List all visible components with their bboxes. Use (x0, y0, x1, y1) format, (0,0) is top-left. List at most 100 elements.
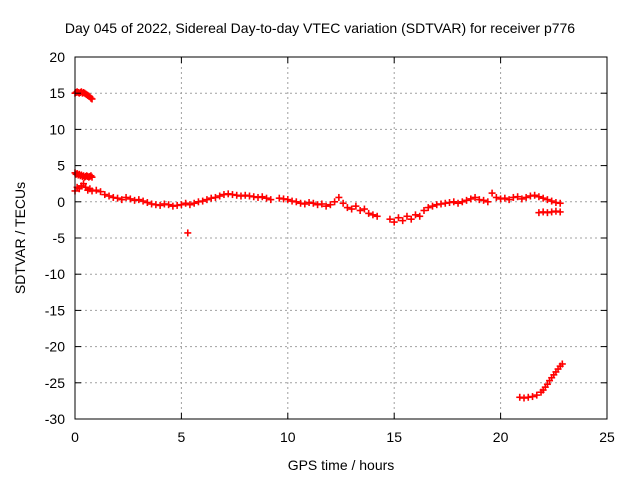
data-point (118, 196, 126, 204)
y-tick-label: -15 (45, 302, 65, 318)
data-point (143, 199, 151, 207)
data-point (471, 193, 479, 201)
x-tick-label: 20 (493, 429, 509, 445)
x-tick-label: 15 (386, 429, 402, 445)
data-point (535, 193, 543, 201)
data-point (139, 197, 147, 205)
data-point (403, 212, 411, 220)
data-point (352, 202, 360, 210)
x-tick-label: 0 (71, 429, 79, 445)
data-point (543, 196, 551, 204)
data-point (301, 200, 309, 208)
data-point (416, 212, 424, 220)
data-point (463, 196, 471, 204)
data-point (165, 201, 173, 209)
y-tick-label: 10 (49, 121, 65, 137)
y-tick-label: -20 (45, 339, 65, 355)
data-point (480, 196, 488, 204)
data-point (514, 193, 522, 201)
data-point (101, 191, 109, 199)
data-point (105, 192, 113, 200)
data-point (373, 212, 381, 220)
data-point (450, 198, 458, 206)
x-tick-label: 25 (599, 429, 615, 445)
data-point (556, 199, 564, 207)
data-point (543, 380, 551, 388)
x-tick-label: 10 (280, 429, 296, 445)
data-point (420, 206, 428, 214)
data-point (539, 194, 547, 202)
data-point (533, 391, 541, 399)
data-point (339, 199, 347, 207)
data-point (529, 393, 537, 401)
data-point (292, 198, 300, 206)
data-point (184, 229, 192, 237)
y-tick-label: -30 (45, 411, 65, 427)
data-point (203, 196, 211, 204)
grid (75, 57, 607, 419)
data-point (88, 95, 96, 103)
data-point (309, 199, 317, 207)
data-point (122, 193, 130, 201)
data-point (322, 202, 330, 210)
data-point (186, 201, 194, 209)
y-tick-label: 5 (57, 158, 65, 174)
data-point (199, 197, 207, 205)
data-point (394, 214, 402, 222)
y-tick-label: 15 (49, 85, 65, 101)
y-tick-label: -25 (45, 375, 65, 391)
y-tick-label: -5 (53, 230, 66, 246)
y-tick-label: 20 (49, 49, 65, 65)
data-point (522, 193, 530, 201)
data-point (126, 195, 134, 203)
data-point (356, 206, 364, 214)
data-point (331, 198, 339, 206)
data-point (424, 204, 432, 212)
data-point (263, 194, 271, 202)
data-point (369, 211, 377, 219)
data-point (335, 193, 343, 201)
data-point (458, 198, 466, 206)
chart-title: Day 045 of 2022, Sidereal Day-to-day VTE… (64, 20, 576, 36)
y-tick-label: -10 (45, 266, 65, 282)
data-point (190, 199, 198, 207)
data-point (484, 198, 492, 206)
data-point (429, 202, 437, 210)
data-point (284, 196, 292, 204)
data-points (71, 88, 566, 402)
data-point (407, 215, 415, 223)
data-point (135, 196, 143, 204)
data-point (87, 172, 95, 180)
data-point (88, 173, 96, 181)
y-tick-label: 0 (57, 194, 65, 210)
data-point (501, 194, 509, 202)
data-point (556, 208, 564, 216)
data-point (97, 188, 105, 196)
data-point (505, 196, 513, 204)
data-point (411, 211, 419, 219)
data-point (492, 193, 500, 201)
data-point (454, 199, 462, 207)
data-point (467, 195, 475, 203)
data-point (386, 215, 394, 223)
data-point (211, 193, 219, 201)
data-point (92, 186, 100, 194)
x-tick-label: 5 (178, 429, 186, 445)
data-point (326, 201, 334, 209)
data-point (531, 191, 539, 199)
data-point (518, 195, 526, 203)
data-point (80, 180, 88, 188)
data-point (488, 189, 496, 197)
data-point (360, 205, 368, 213)
data-point (558, 360, 566, 368)
axes: 0 5 10 15 20 25 -30 -25 -20 -15 -10 -5 0 5 10 15 20 (45, 49, 615, 445)
data-point (348, 205, 356, 213)
data-point (182, 199, 190, 207)
data-point (177, 201, 185, 209)
data-point (258, 193, 266, 201)
data-point (216, 192, 224, 200)
data-point (156, 201, 164, 209)
data-point (548, 197, 556, 205)
data-point (343, 204, 351, 212)
